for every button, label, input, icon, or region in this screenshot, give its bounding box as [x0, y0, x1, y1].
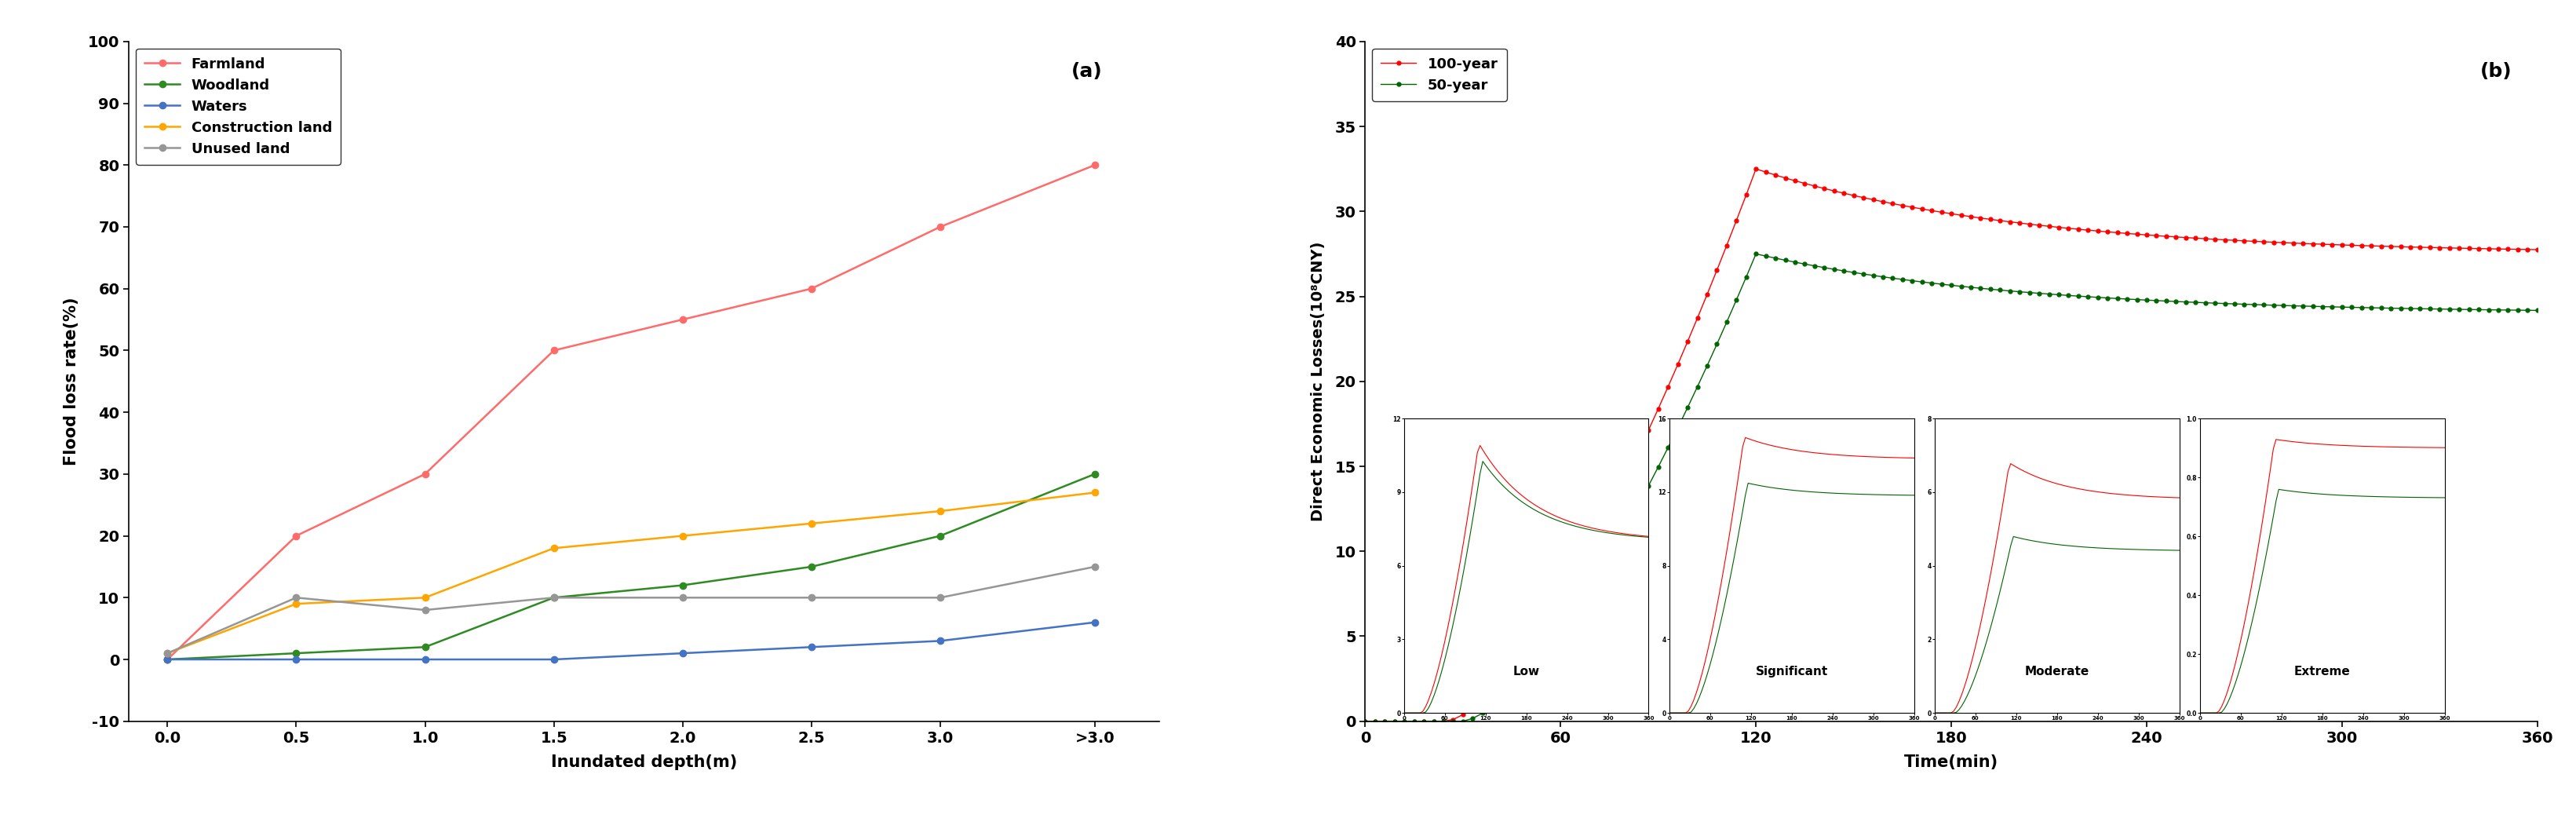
Farmland — [152, 654, 183, 664]
Text: Significant: Significant — [1754, 666, 1829, 677]
Farmland — [667, 314, 698, 324]
Woodland — [667, 580, 698, 590]
50-year — [2452, 304, 2483, 314]
Line: 100-year: 100-year — [1363, 167, 2540, 723]
Woodland — [1079, 469, 1110, 479]
Text: (a): (a) — [1072, 62, 1103, 80]
50-year — [1623, 499, 1654, 509]
50-year — [2092, 293, 2123, 303]
Farmland — [410, 469, 440, 479]
Woodland — [925, 531, 956, 541]
Construction land — [152, 648, 183, 658]
Waters — [667, 648, 698, 658]
Unused land — [410, 605, 440, 615]
Waters — [538, 654, 569, 664]
Line: Unused land: Unused land — [165, 564, 1097, 657]
Woodland — [281, 648, 312, 658]
Legend: 100-year, 50-year: 100-year, 50-year — [1373, 49, 1507, 101]
Y-axis label: Flood loss rate(%): Flood loss rate(%) — [64, 297, 80, 466]
100-year — [1741, 164, 1772, 174]
Woodland — [796, 562, 827, 572]
Farmland — [538, 346, 569, 356]
Legend: Farmland, Woodland, Waters, Construction land, Unused land: Farmland, Woodland, Waters, Construction… — [137, 49, 340, 164]
100-year — [2452, 244, 2483, 254]
50-year — [1741, 249, 1772, 259]
Farmland — [796, 284, 827, 293]
Construction land — [796, 518, 827, 528]
Line: Construction land: Construction land — [165, 489, 1097, 657]
Construction land — [410, 593, 440, 603]
Text: (b): (b) — [2481, 62, 2512, 80]
Unused land — [1079, 562, 1110, 572]
50-year — [2151, 296, 2182, 306]
Line: Woodland: Woodland — [165, 471, 1097, 662]
X-axis label: Inundated depth(m): Inundated depth(m) — [551, 754, 737, 770]
Unused land — [538, 593, 569, 603]
Waters — [796, 642, 827, 652]
100-year — [2522, 245, 2553, 255]
Line: 50-year: 50-year — [1363, 252, 2540, 723]
X-axis label: Time(min): Time(min) — [1904, 754, 1999, 770]
Line: Waters: Waters — [165, 619, 1097, 662]
100-year — [1857, 195, 1888, 205]
Waters — [1079, 618, 1110, 628]
Unused land — [281, 593, 312, 603]
100-year — [1623, 446, 1654, 456]
Line: Farmland: Farmland — [165, 162, 1097, 662]
Text: Moderate: Moderate — [2025, 666, 2089, 677]
Woodland — [410, 642, 440, 652]
Waters — [410, 654, 440, 664]
Waters — [925, 636, 956, 646]
Construction land — [667, 531, 698, 541]
Woodland — [152, 654, 183, 664]
Y-axis label: Direct Economic Losses(10⁸CNY): Direct Economic Losses(10⁸CNY) — [1311, 241, 1327, 521]
Unused land — [796, 593, 827, 603]
50-year — [1857, 270, 1888, 280]
Farmland — [1079, 160, 1110, 170]
50-year — [1468, 708, 1499, 718]
100-year — [1350, 716, 1381, 726]
Farmland — [925, 222, 956, 232]
100-year — [1468, 695, 1499, 705]
Construction land — [925, 507, 956, 516]
Unused land — [667, 593, 698, 603]
Waters — [152, 654, 183, 664]
Unused land — [925, 593, 956, 603]
Text: Extreme: Extreme — [2295, 666, 2349, 677]
Farmland — [281, 531, 312, 541]
50-year — [1350, 716, 1381, 726]
100-year — [2092, 227, 2123, 237]
Woodland — [538, 593, 569, 603]
Construction land — [538, 543, 569, 553]
Text: Low: Low — [1512, 666, 1540, 677]
50-year — [2522, 305, 2553, 315]
Construction land — [281, 599, 312, 608]
Waters — [281, 654, 312, 664]
Construction land — [1079, 487, 1110, 497]
100-year — [2151, 231, 2182, 241]
Unused land — [152, 648, 183, 658]
